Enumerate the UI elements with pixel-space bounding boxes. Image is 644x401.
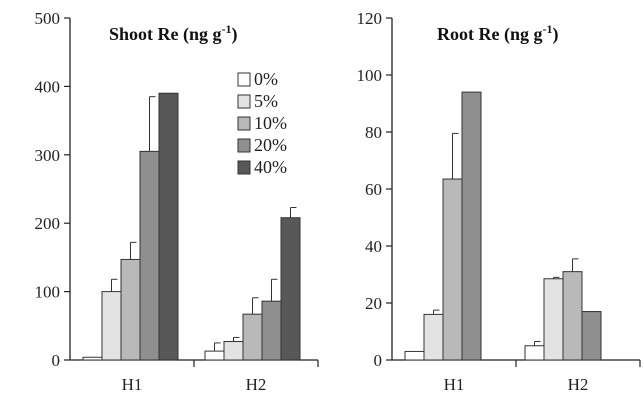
shoot-bar — [120, 258, 141, 361]
root-bar — [442, 178, 463, 361]
root-bar — [423, 313, 444, 361]
shoot-re-chart: Shoot Re (ng g-1) 0 100 200 300 400 500 H1 H2 0%… — [35, 9, 319, 394]
legend-label: 0% — [254, 69, 278, 89]
root-category-label: H2 — [568, 375, 589, 394]
root-category-label: H1 — [444, 375, 465, 394]
shoot-bar — [261, 300, 282, 361]
legend-swatch — [237, 138, 251, 153]
root-bar — [543, 278, 564, 361]
shoot-bar — [280, 217, 301, 361]
legend-swatch — [237, 116, 251, 131]
root-y-tick-label: 40 — [365, 237, 382, 256]
root-y-tick-label: 60 — [365, 180, 382, 199]
root-bar — [404, 350, 425, 361]
shoot-y-tick-label: 300 — [35, 146, 61, 165]
shoot-bar — [223, 341, 244, 361]
root-bar — [562, 271, 583, 361]
root-chart-title: Root Re (ng g-1) — [437, 22, 559, 45]
shoot-bar — [242, 313, 263, 361]
root-re-chart: Root Re (ng g-1) 0 20 40 60 80 100 120 H1 H2 — [357, 9, 641, 394]
root-y-tick-label: 120 — [357, 9, 383, 28]
shoot-y-tick-label: 0 — [52, 351, 61, 370]
root-y-tick-label: 20 — [365, 294, 382, 313]
legend-swatch — [237, 94, 251, 109]
root-y-tick-label: 80 — [365, 123, 382, 142]
legend-label: 40% — [254, 157, 287, 177]
root-bar — [581, 311, 602, 361]
legend: 0%5%10%20%40% — [237, 69, 287, 177]
legend-label: 10% — [254, 113, 287, 133]
shoot-chart-title: Shoot Re (ng g-1) — [109, 22, 238, 45]
shoot-bar — [204, 350, 225, 361]
root-y-tick-label: 0 — [374, 351, 383, 370]
shoot-bar — [82, 356, 103, 361]
shoot-category-label: H2 — [246, 375, 267, 394]
root-bar — [524, 345, 545, 361]
shoot-bar — [158, 92, 179, 361]
shoot-bar — [101, 291, 122, 361]
shoot-y-tick-label: 200 — [35, 214, 61, 233]
shoot-y-tick-label: 400 — [35, 77, 61, 96]
legend-swatch — [237, 72, 251, 87]
shoot-bar — [139, 150, 160, 361]
legend-label: 20% — [254, 135, 287, 155]
legend-swatch — [237, 160, 251, 175]
shoot-y-tick-label: 100 — [35, 283, 61, 302]
shoot-category-label: H1 — [122, 375, 143, 394]
root-y-tick-label: 100 — [357, 66, 383, 85]
legend-label: 5% — [254, 91, 278, 111]
root-bar — [461, 91, 482, 361]
shoot-y-tick-label: 500 — [35, 9, 61, 28]
